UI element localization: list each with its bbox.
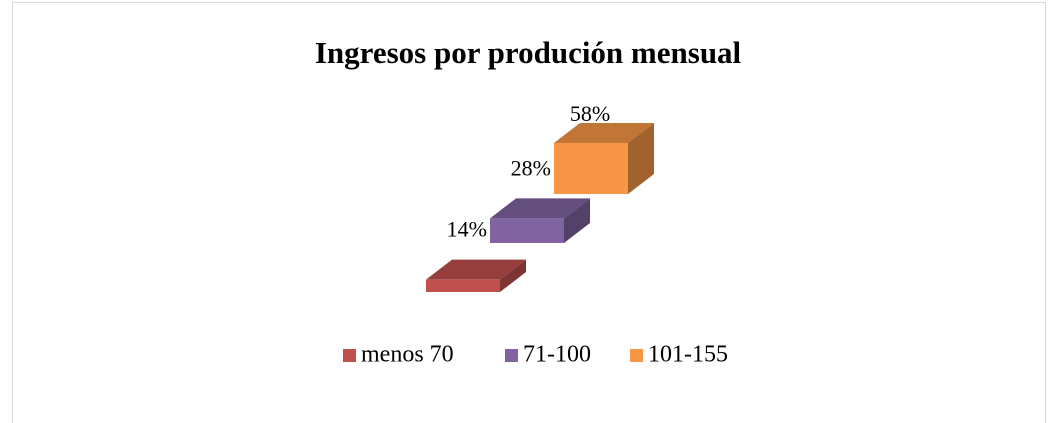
- bar-side: [628, 122, 654, 194]
- legend-label: 71-100: [523, 342, 591, 368]
- bar: [426, 279, 500, 292]
- bar: [554, 142, 628, 194]
- bar-top: [490, 198, 590, 219]
- bar-top: [554, 122, 654, 143]
- bar-side: [564, 198, 590, 243]
- data-label: 58%: [570, 101, 610, 126]
- chart-title: Ingresos por produción mensual: [315, 35, 742, 70]
- legend-swatch: [343, 349, 356, 362]
- bar: [490, 218, 564, 243]
- bar-side: [500, 259, 526, 292]
- legend-swatch: [630, 349, 643, 362]
- data-label: 14%: [447, 217, 487, 242]
- legend-label: 101-155: [648, 342, 728, 368]
- bar-top: [426, 259, 526, 280]
- data-label: 28%: [511, 155, 551, 180]
- legend-swatch: [505, 349, 518, 362]
- legend-label: menos 70: [361, 342, 454, 368]
